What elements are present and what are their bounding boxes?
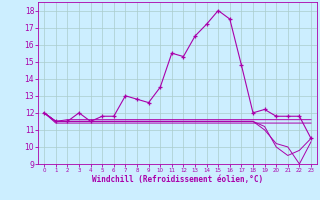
X-axis label: Windchill (Refroidissement éolien,°C): Windchill (Refroidissement éolien,°C)	[92, 175, 263, 184]
